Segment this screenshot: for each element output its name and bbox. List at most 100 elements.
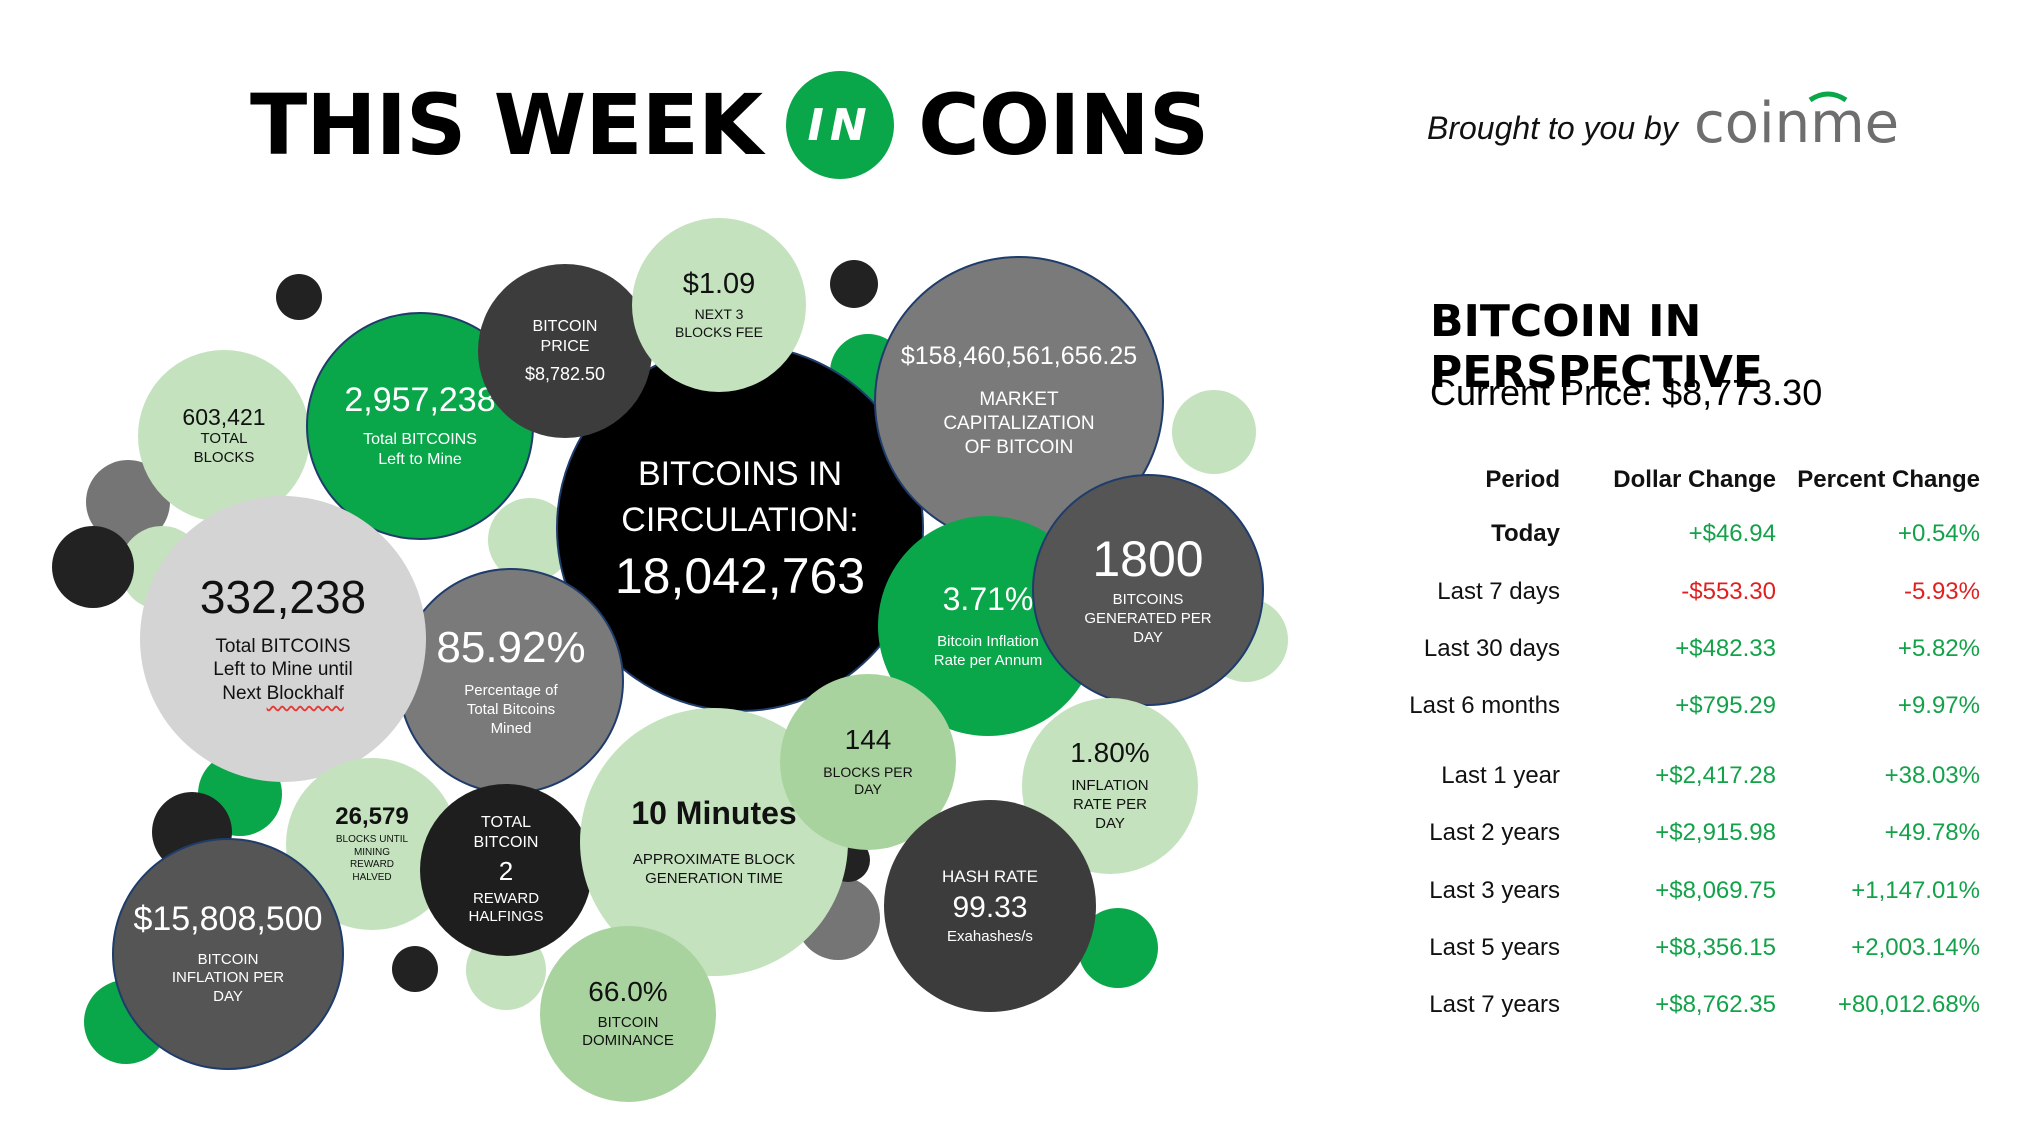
block-time-label: APPROXIMATE BLOCK <box>632 850 796 868</box>
row-period: Last 3 years <box>1429 877 1560 904</box>
infographic-title: THIS WEEK IN COINS <box>250 70 1209 180</box>
circulation-label: BITCOINS IN <box>637 454 843 493</box>
market-cap-label: CAPITALIZATION <box>943 412 1095 434</box>
table-row: Last 7 years +$8,762.35 +80,012.68% <box>1380 991 2000 1031</box>
row-period: Last 5 years <box>1429 934 1560 961</box>
generated-per-day-value: 1800 <box>1092 531 1204 588</box>
inflation-usd-label: BITCOIN <box>197 950 259 968</box>
inflation-usd-bubble: $15,808,500 BITCOIN INFLATION PER DAY <box>112 838 344 1070</box>
hash-rate-label: HASH RATE <box>941 866 1039 886</box>
table-row: Last 7 days -$553.30 -5.93% <box>1380 578 2000 618</box>
left-to-mine-value: 2,957,238 <box>344 381 496 420</box>
inflation-rate-label: Rate per Annum <box>933 651 1043 669</box>
btc-price-label: PRICE <box>540 338 590 356</box>
decorative-bubble <box>52 526 134 608</box>
halvings-label: TOTAL <box>480 813 532 831</box>
row-period: Last 1 year <box>1441 762 1560 789</box>
current-price: Current Price: $8,773.30 <box>1430 372 1823 413</box>
left-until-half-label: Total BITCOINS <box>215 635 351 657</box>
inflation-per-day-pct-label: RATE PER <box>1073 796 1147 814</box>
row-dollar-change: +$2,915.98 <box>1655 819 1776 846</box>
inflation-usd-label: DAY <box>213 988 243 1006</box>
coinme-logo: coinme <box>1694 91 1899 156</box>
pct-mined-value: 85.92% <box>436 622 586 672</box>
row-percent-change: +2,003.14% <box>1851 934 1980 961</box>
market-cap-label: MARKET <box>979 389 1059 411</box>
row-dollar-change: +$8,356.15 <box>1655 934 1776 961</box>
row-dollar-change: +$46.94 <box>1688 520 1776 547</box>
inflation-per-day-pct-value: 1.80% <box>1070 737 1150 769</box>
left-until-half-bubble: 332,238 Total BITCOINS Left to Mine unti… <box>140 496 426 782</box>
left-to-mine-bubble: 2,957,238 Total BITCOINS Left to Mine <box>306 312 534 540</box>
btc-price-label: BITCOIN <box>532 318 598 336</box>
title-left: THIS WEEK <box>250 76 763 174</box>
row-percent-change: +38.03% <box>1884 762 1980 789</box>
pct-mined-bubble: 85.92% Percentage of Total Bitcoins Mine… <box>398 568 624 794</box>
title-badge: IN <box>786 71 895 179</box>
row-dollar-change: +$2,417.28 <box>1655 762 1776 789</box>
left-to-mine-label: Total BITCOINS <box>363 430 477 448</box>
blocks-until-halved-label: MINING <box>353 846 391 858</box>
inflation-usd-value: $15,808,500 <box>133 900 323 939</box>
row-percent-change: +0.54% <box>1897 520 1980 547</box>
table-row: Last 3 years +$8,069.75 +1,147.01% <box>1380 877 2000 917</box>
inflation-usd-label: INFLATION PER <box>171 969 285 987</box>
total-blocks-value: 603,421 <box>182 403 266 430</box>
table-row: Last 30 days +$482.33 +5.82% <box>1380 635 2000 675</box>
total-blocks-label: BLOCKS <box>193 448 255 466</box>
blocks-until-halved-label: HALVED <box>352 871 392 883</box>
blocks-until-halved-label: REWARD <box>349 859 395 871</box>
block-time-label: GENERATION TIME <box>645 869 783 887</box>
next3-fee-value: $1.09 <box>682 267 756 300</box>
left-until-half-label: Left to Mine until <box>213 659 353 681</box>
next3-fee-label: BLOCKS FEE <box>675 323 763 340</box>
svg-text:coinme: coinme <box>1694 91 1899 156</box>
btc-price-value: $8,782.50 <box>524 364 606 385</box>
pct-mined-label: Mined <box>490 719 532 737</box>
block-time-value: 10 Minutes <box>631 794 797 831</box>
inflation-rate-value: 3.71% <box>942 580 1034 617</box>
halvings-bubble: TOTAL BITCOIN 2 REWARD HALFINGS <box>420 784 592 956</box>
halvings-label: HALFINGS <box>468 908 544 926</box>
market-cap-value: $158,460,561,656.25 <box>900 341 1138 370</box>
inflation-rate-label: Bitcoin Inflation <box>937 632 1039 650</box>
row-percent-change: +9.97% <box>1897 692 1980 719</box>
row-dollar-change: -$553.30 <box>1681 578 1776 605</box>
row-dollar-change: +$482.33 <box>1675 635 1776 662</box>
generated-per-day-bubble: 1800 BITCOINS GENERATED PER DAY <box>1032 474 1264 706</box>
dominance-value: 66.0% <box>588 975 668 1007</box>
circulation-value: 18,042,763 <box>614 548 866 605</box>
row-period: Last 2 years <box>1429 819 1560 846</box>
row-percent-change: +49.78% <box>1884 819 1980 846</box>
table-row: Last 1 year +$2,417.28 +38.03% <box>1380 762 2000 802</box>
dominance-bubble: 66.0% BITCOIN DOMINANCE <box>540 926 716 1102</box>
inflation-per-day-pct-label: DAY <box>1095 814 1125 832</box>
blocks-per-day-value: 144 <box>844 724 892 756</box>
pct-mined-label: Percentage of <box>464 682 558 700</box>
inflation-per-day-pct-label: INFLATION <box>1071 777 1149 795</box>
blocks-until-halved-label: BLOCKS UNTIL <box>335 834 409 846</box>
table-header: Period Dollar Change Percent Change <box>1380 466 2000 506</box>
header-percent-change: Percent Change <box>1797 466 1980 493</box>
header-period: Period <box>1485 466 1560 493</box>
row-period: Today <box>1491 520 1560 547</box>
dominance-label: DOMINANCE <box>582 1032 674 1050</box>
row-period: Last 7 days <box>1437 578 1560 605</box>
row-period: Last 6 months <box>1409 692 1560 719</box>
decorative-bubble <box>830 260 878 308</box>
hash-rate-value: 99.33 <box>952 890 1028 924</box>
title-right: COINS <box>918 76 1209 174</box>
total-blocks-bubble: 603,421 TOTAL BLOCKS <box>138 350 310 522</box>
btc-price-bubble: BITCOIN PRICE $8,782.50 <box>478 264 652 438</box>
next3-fee-label: NEXT 3 <box>694 306 744 323</box>
halvings-label: BITCOIN <box>473 833 539 851</box>
blocks-per-day-label: DAY <box>854 781 882 798</box>
decorative-bubble <box>392 946 438 992</box>
row-period: Last 30 days <box>1423 635 1560 662</box>
left-until-half-value: 332,238 <box>199 571 367 624</box>
hash-rate-bubble: HASH RATE 99.33 Exahashes/s <box>884 800 1096 1012</box>
generated-per-day-label: DAY <box>1133 628 1163 646</box>
row-period: Last 7 years <box>1429 991 1560 1018</box>
generated-per-day-label: BITCOINS <box>1112 591 1184 609</box>
blocks-per-day-label: BLOCKS PER <box>823 763 913 780</box>
